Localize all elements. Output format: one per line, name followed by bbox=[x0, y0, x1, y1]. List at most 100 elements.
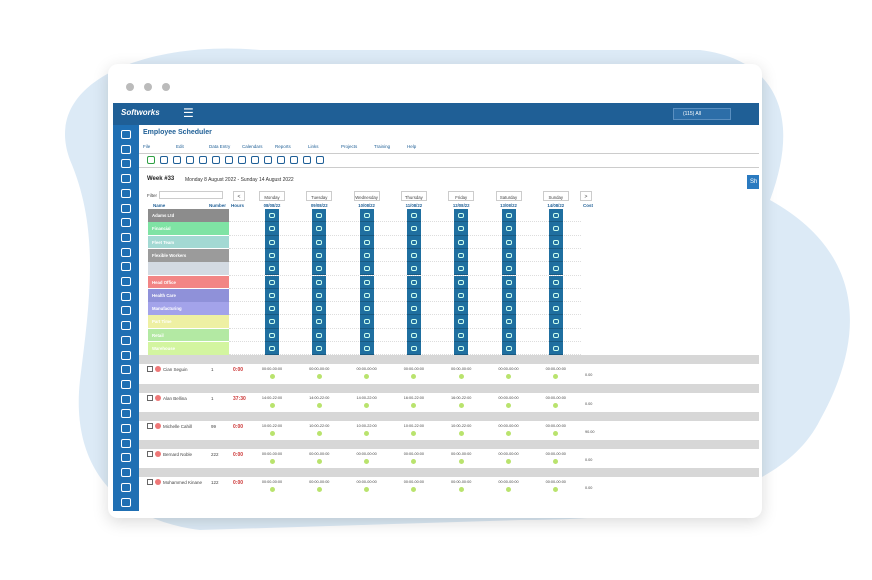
next-button[interactable]: > bbox=[580, 191, 592, 201]
group-day-cell[interactable] bbox=[265, 222, 279, 236]
group-day-cell[interactable] bbox=[265, 275, 279, 289]
group-day-cell[interactable] bbox=[359, 302, 374, 316]
sidebar-icon[interactable] bbox=[121, 262, 131, 272]
toolbar-icon[interactable] bbox=[160, 156, 168, 164]
menu-toggle[interactable]: ☰ bbox=[183, 106, 194, 120]
group-day-cell[interactable] bbox=[265, 262, 279, 276]
sidebar-icon[interactable] bbox=[121, 291, 131, 301]
row-checkbox[interactable] bbox=[147, 479, 153, 486]
shift-time[interactable]: 00:00-00:00 bbox=[356, 451, 377, 456]
group-day-cell[interactable] bbox=[359, 275, 374, 289]
employee-name[interactable]: Mohammed Kinane bbox=[163, 480, 203, 486]
group-row[interactable] bbox=[148, 288, 229, 302]
menu-item[interactable]: Data Entry bbox=[209, 144, 231, 149]
group-day-cell[interactable] bbox=[454, 222, 469, 236]
day-header[interactable]: Tuesday bbox=[306, 191, 333, 201]
shift-time[interactable]: 00:00-00:00 bbox=[498, 423, 519, 428]
sidebar-icon[interactable] bbox=[121, 247, 131, 257]
toolbar-icon[interactable] bbox=[225, 156, 233, 164]
sidebar-icon[interactable] bbox=[121, 306, 131, 316]
menu-item[interactable]: Training bbox=[374, 144, 391, 149]
group-day-cell[interactable] bbox=[501, 209, 516, 223]
group-day-cell[interactable] bbox=[312, 275, 327, 289]
sidebar-icon[interactable] bbox=[121, 144, 131, 154]
sidebar-icon[interactable] bbox=[121, 277, 131, 286]
group-day-cell[interactable] bbox=[406, 262, 421, 276]
sidebar-icon[interactable] bbox=[121, 424, 131, 433]
shift-time[interactable]: 00:00-00:00 bbox=[498, 451, 519, 456]
group-day-cell[interactable] bbox=[501, 235, 516, 249]
toolbar-icon[interactable] bbox=[147, 156, 155, 164]
group-day-cell[interactable] bbox=[501, 275, 516, 289]
group-day-cell[interactable] bbox=[501, 328, 516, 342]
shift-time[interactable]: 14:00-22:00 bbox=[356, 395, 377, 400]
group-row[interactable] bbox=[148, 222, 229, 236]
group-day-cell[interactable] bbox=[548, 328, 563, 342]
group-day-cell[interactable] bbox=[359, 209, 374, 223]
group-day-cell[interactable] bbox=[312, 262, 327, 276]
day-header[interactable]: Sunday bbox=[542, 191, 569, 201]
shift-time[interactable]: 00:00-00:00 bbox=[545, 480, 566, 485]
day-header[interactable]: Friday bbox=[448, 191, 475, 201]
group-day-cell[interactable] bbox=[501, 302, 516, 316]
group-day-cell[interactable] bbox=[265, 235, 279, 249]
toolbar-icon[interactable] bbox=[199, 156, 207, 164]
shift-time[interactable]: 00:00-00:00 bbox=[545, 395, 566, 400]
shift-time[interactable]: 10:00-22:00 bbox=[356, 423, 377, 428]
shift-time[interactable]: 14:00-22:00 bbox=[261, 395, 283, 400]
employee-name[interactable]: Bernard Noble bbox=[163, 451, 193, 457]
shift-time[interactable]: 16:00-22:00 bbox=[403, 395, 425, 400]
group-day-cell[interactable] bbox=[359, 315, 374, 329]
group-day-cell[interactable] bbox=[548, 288, 563, 303]
group-day-cell[interactable] bbox=[548, 302, 563, 316]
employee-name[interactable]: Michelle Cahill bbox=[163, 423, 193, 429]
sidebar-icon[interactable] bbox=[121, 188, 131, 198]
group-day-cell[interactable] bbox=[406, 248, 421, 263]
shift-time[interactable]: 00:00-00:00 bbox=[403, 480, 425, 485]
employee-icon[interactable] bbox=[155, 394, 161, 401]
group-day-cell[interactable] bbox=[548, 315, 563, 329]
group-day-cell[interactable] bbox=[501, 222, 516, 236]
sidebar-icon[interactable] bbox=[121, 438, 131, 448]
group-day-cell[interactable] bbox=[548, 248, 563, 263]
group-day-cell[interactable] bbox=[265, 288, 279, 303]
group-day-cell[interactable] bbox=[312, 315, 327, 329]
group-day-cell[interactable] bbox=[312, 209, 327, 223]
group-day-cell[interactable] bbox=[548, 262, 563, 276]
shift-time[interactable]: 10:00-22:00 bbox=[451, 423, 472, 428]
group-day-cell[interactable] bbox=[312, 328, 327, 342]
shift-time[interactable]: 00:00-00:00 bbox=[451, 367, 472, 372]
group-day-cell[interactable] bbox=[312, 288, 327, 303]
group-row[interactable] bbox=[148, 262, 229, 275]
employee-icon[interactable] bbox=[155, 450, 161, 457]
shift-time[interactable]: 00:00-00:00 bbox=[261, 451, 283, 456]
sidebar-icon[interactable] bbox=[121, 453, 131, 463]
menu-item[interactable]: Help bbox=[407, 144, 417, 149]
shift-time[interactable]: 10:00-22:00 bbox=[309, 423, 330, 428]
toolbar-icon[interactable] bbox=[303, 156, 311, 164]
group-day-cell[interactable] bbox=[359, 235, 374, 249]
group-day-cell[interactable] bbox=[359, 262, 374, 276]
sidebar-icon[interactable] bbox=[121, 350, 131, 360]
employee-icon[interactable] bbox=[155, 422, 161, 429]
group-day-cell[interactable] bbox=[406, 222, 421, 236]
group-day-cell[interactable] bbox=[312, 222, 327, 236]
sidebar-icon[interactable] bbox=[121, 159, 131, 169]
shift-time[interactable]: 00:00-00:00 bbox=[261, 480, 283, 485]
group-day-cell[interactable] bbox=[406, 302, 421, 316]
menu-item[interactable]: Reports bbox=[275, 144, 291, 149]
group-row[interactable] bbox=[148, 315, 229, 329]
sidebar-icon[interactable] bbox=[121, 482, 131, 492]
employee-icon[interactable] bbox=[155, 479, 161, 486]
group-day-cell[interactable] bbox=[548, 209, 563, 223]
group-day-cell[interactable] bbox=[312, 302, 327, 316]
sidebar-icon[interactable] bbox=[121, 174, 131, 184]
group-day-cell[interactable] bbox=[548, 222, 563, 236]
shift-time[interactable]: 00:00-00:00 bbox=[309, 451, 330, 456]
prev-button[interactable]: < bbox=[233, 191, 245, 201]
toolbar-icon[interactable] bbox=[251, 156, 259, 164]
shift-time[interactable]: 00:00-00:00 bbox=[545, 367, 566, 372]
sidebar-icon[interactable] bbox=[121, 497, 131, 507]
shift-time[interactable]: 00:00-00:00 bbox=[498, 480, 519, 485]
menu-item[interactable]: Calendars bbox=[242, 144, 263, 149]
